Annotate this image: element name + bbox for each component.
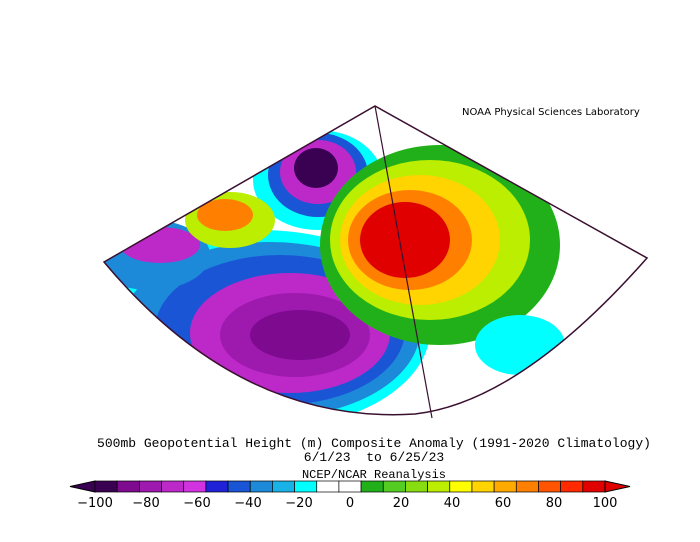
colorbar-tick-label: −60: [183, 496, 210, 511]
colorbar-swatch: [294, 480, 318, 493]
colorbar-swatch: [272, 480, 295, 493]
colorbar-tick-label: 80: [546, 496, 563, 511]
colorbar-swatch: [94, 480, 118, 493]
colorbar-swatch: [449, 480, 473, 493]
colorbar-swatch: [161, 480, 185, 493]
colorbar-swatch: [116, 480, 140, 493]
colorbar-tick-label: 100: [593, 496, 618, 511]
colorbar-swatch: [582, 480, 606, 493]
colorbar-swatch: [382, 480, 406, 493]
colorbar-tick-label: 40: [444, 496, 461, 511]
anomaly-field: [104, 106, 647, 415]
credit-label: NOAA Physical Sciences Laboratory: [462, 107, 640, 118]
colorbar-tick-label: 20: [393, 496, 410, 511]
colorbar-swatch: [316, 480, 340, 493]
greenland-low: [294, 148, 338, 188]
colorbar-swatch: [249, 480, 273, 493]
europe-high: [360, 202, 450, 278]
colorbar-tick-label: 0: [346, 496, 354, 511]
colorbar-tick-label: −20: [285, 496, 312, 511]
colorbar-swatch: [538, 480, 562, 493]
caption-title: 500mb Geopotential Height (m) Composite …: [97, 436, 651, 451]
colorbar-swatch: [183, 480, 207, 493]
colorbar-swatch: [138, 480, 162, 493]
colorbar-swatch: [405, 480, 428, 493]
colorbar-swatch: [427, 480, 451, 493]
colorbar-swatch: [493, 480, 517, 493]
colorbar-swatch: [338, 480, 362, 493]
colorbar-tick-label: −80: [132, 496, 159, 511]
colorbar-swatch: [515, 480, 539, 493]
colorbar-arrow-left: [69, 480, 96, 493]
caption-source: NCEP/NCAR Reanalysis: [301, 468, 447, 482]
colorbar-swatch: [227, 480, 251, 493]
colorbar: −100 −80 −60 −40 −20 0 20 40 60 80 100: [69, 480, 631, 511]
colorbar-swatch: [205, 480, 229, 493]
colorbar-swatch: [471, 480, 495, 493]
colorbar-arrow-right: [604, 480, 631, 493]
colorbar-tick-label: 60: [495, 496, 512, 511]
colorbar-swatch: [360, 480, 384, 493]
colorbar-swatch: [560, 480, 584, 493]
colorbar-tick-label: −40: [234, 496, 261, 511]
caption-dates: 6/1/23 to 6/25/23: [303, 450, 445, 465]
colorbar-tick-label: −100: [77, 496, 113, 511]
atlantic-low: [250, 310, 350, 360]
